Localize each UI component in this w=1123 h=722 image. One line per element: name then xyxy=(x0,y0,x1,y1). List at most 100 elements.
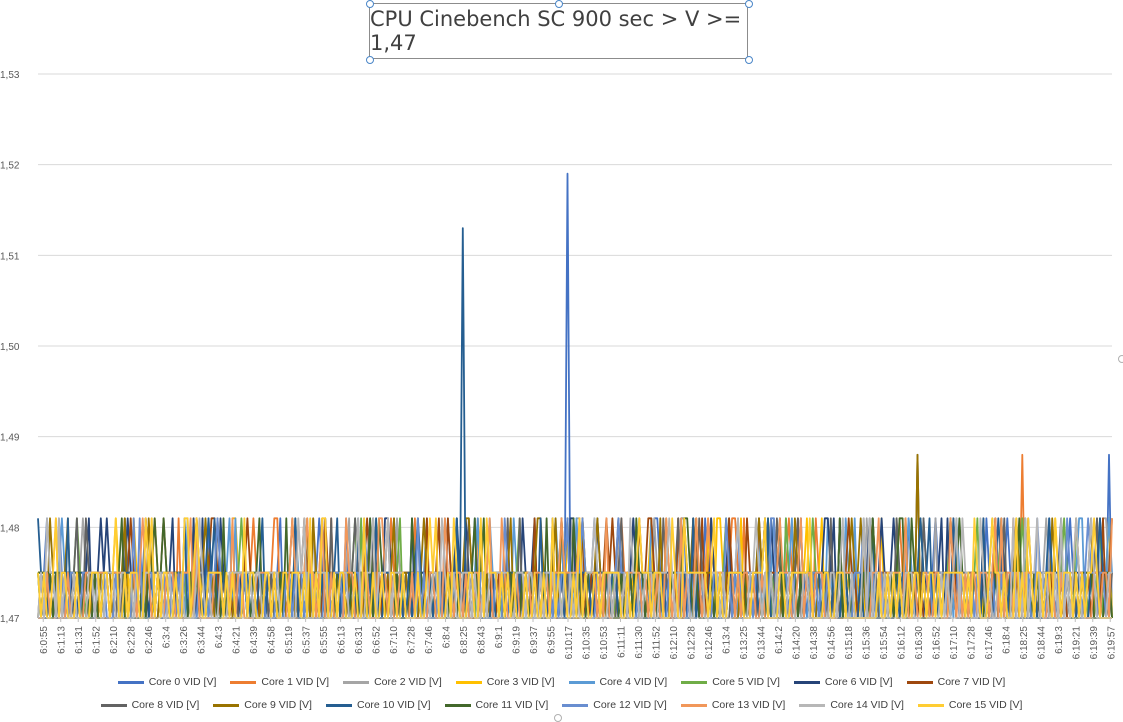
legend-item[interactable]: Core 10 VID [V] xyxy=(325,699,431,711)
y-axis-ticks: 1,47 1,48 1,49 1,50 1,51 1,52 1,53 xyxy=(0,70,20,625)
x-tick-label: 6:7:28 xyxy=(407,626,418,654)
legend-item[interactable]: Core 14 VID [V] xyxy=(799,699,904,711)
legend-swatch xyxy=(680,703,707,707)
x-tick-label: 6:16:30 xyxy=(914,626,925,660)
legend-swatch xyxy=(568,680,595,684)
x-tick-label: 6:10:35 xyxy=(581,626,592,660)
legend-item[interactable]: Core 7 VID [V] xyxy=(906,676,1006,688)
series-lines xyxy=(37,172,1113,619)
legend-item[interactable]: Core 12 VID [V] xyxy=(562,699,667,711)
x-tick-label: 6:4:3 xyxy=(214,626,225,649)
y-tick-label: 1,47 xyxy=(0,614,20,625)
legend-item[interactable]: Core 1 VID [V] xyxy=(230,676,329,688)
legend-swatch xyxy=(325,703,352,707)
series-line-core-15 xyxy=(37,517,1112,619)
legend-swatch xyxy=(343,680,370,684)
legend-row-1: Core 0 VID [V] Core 1 VID [V] Core 2 VID [… xyxy=(0,676,1123,688)
legend-label: Core 11 VID [V] xyxy=(475,699,549,711)
legend-label: Core 1 VID [V] xyxy=(261,676,330,688)
x-tick-label: 6:19:57 xyxy=(1106,626,1117,660)
x-tick-label: 6:4:58 xyxy=(267,626,278,654)
x-tick-label: 6:0:55 xyxy=(39,626,50,654)
x-tick-label: 6:5:55 xyxy=(319,626,330,654)
legend-row-2: Core 8 VID [V] Core 9 VID [V] Core 10 VID … xyxy=(0,699,1123,711)
y-tick-label: 1,52 xyxy=(0,161,20,172)
legend-swatch xyxy=(799,703,826,707)
x-tick-label: 6:2:46 xyxy=(144,626,155,654)
x-tick-label: 6:3:44 xyxy=(197,626,208,654)
legend-swatch xyxy=(906,680,933,684)
legend-swatch xyxy=(793,680,820,684)
x-tick-label: 6:10:53 xyxy=(599,626,610,660)
x-tick-label: 6:10:17 xyxy=(564,626,575,660)
legend-item[interactable]: Core 3 VID [V] xyxy=(455,676,555,688)
x-tick-label: 6:13:25 xyxy=(739,626,750,660)
x-tick-label: 6:9:37 xyxy=(529,626,540,654)
x-tick-label: 6:17:10 xyxy=(949,626,960,660)
x-tick-label: 6:4:39 xyxy=(249,626,260,654)
legend-label: Core 3 VID [V] xyxy=(486,676,555,688)
legend-label: Core 12 VID [V] xyxy=(593,699,667,711)
legend-label: Core 4 VID [V] xyxy=(599,676,668,688)
x-tick-label: 6:8:43 xyxy=(477,626,488,654)
x-tick-label: 6:17:46 xyxy=(984,626,995,660)
legend-item[interactable]: Core 4 VID [V] xyxy=(568,676,668,688)
chart-resize-handle-right[interactable] xyxy=(1118,355,1123,363)
legend-item[interactable]: Core 13 VID [V] xyxy=(680,699,785,711)
legend-item[interactable]: Core 2 VID [V] xyxy=(343,676,442,688)
legend-item[interactable]: Core 9 VID [V] xyxy=(213,699,312,711)
legend-item[interactable]: Core 6 VID [V] xyxy=(793,676,893,688)
x-tick-label: 6:18:44 xyxy=(1036,626,1047,660)
legend-item[interactable]: Core 0 VID [V] xyxy=(117,676,216,688)
x-tick-label: 6:15:36 xyxy=(861,626,872,660)
x-tick-label: 6:19:39 xyxy=(1089,626,1100,660)
resize-handle-bottom-right[interactable] xyxy=(745,56,753,64)
x-tick-label: 6:6:13 xyxy=(337,626,348,654)
y-tick-label: 1,48 xyxy=(0,523,20,534)
x-tick-label: 6:11:30 xyxy=(634,626,645,659)
legend-label: Core 8 VID [V] xyxy=(131,699,200,711)
x-tick-label: 6:18:25 xyxy=(1019,626,1030,660)
legend-item[interactable]: Core 8 VID [V] xyxy=(100,699,200,711)
legend-label: Core 10 VID [V] xyxy=(356,699,431,711)
legend-label: Core 7 VID [V] xyxy=(937,676,1006,688)
legend-label: Core 5 VID [V] xyxy=(712,676,780,688)
legend-item[interactable]: Core 5 VID [V] xyxy=(681,676,780,688)
legend-swatch xyxy=(117,680,144,684)
x-tick-label: 6:9:19 xyxy=(512,626,523,654)
x-tick-label: 6:14:38 xyxy=(809,626,820,660)
resize-handle-top-right[interactable] xyxy=(745,0,753,8)
x-tick-label: 6:19:21 xyxy=(1071,626,1082,660)
chart-title-box[interactable]: CPU Cinebench SC 900 sec > V >= 1,47 xyxy=(369,3,748,59)
x-axis-ticks: 6:0:55 6:1:13 6:1:31 6:1:52 6:2:10 6:2:28 6:2:… xyxy=(39,618,1117,659)
x-tick-label: 6:12:28 xyxy=(686,626,697,660)
legend-item[interactable]: Core 15 VID [V] xyxy=(917,699,1023,711)
x-tick-label: 6:15:18 xyxy=(844,626,855,660)
x-tick-label: 6:7:46 xyxy=(424,626,435,654)
x-tick-label: 6:16:52 xyxy=(931,626,942,660)
x-tick-label: 6:14:56 xyxy=(826,626,837,660)
x-tick-label: 6:9:1 xyxy=(494,626,505,649)
legend-swatch xyxy=(213,703,240,707)
x-tick-label: 6:13:4 xyxy=(721,626,732,654)
x-tick-label: 6:13:44 xyxy=(756,626,767,660)
x-tick-label: 6:2:10 xyxy=(109,626,120,654)
legend-item[interactable]: Core 11 VID [V] xyxy=(444,699,549,711)
x-tick-label: 6:17:28 xyxy=(966,626,977,660)
resize-handle-top-left[interactable] xyxy=(366,0,374,8)
legend-swatch xyxy=(230,680,257,684)
resize-handle-top[interactable] xyxy=(555,0,563,8)
legend-swatch xyxy=(917,703,944,707)
x-tick-label: 6:5:37 xyxy=(302,626,313,654)
legend-label: Core 6 VID [V] xyxy=(824,676,893,688)
legend-swatch xyxy=(681,680,708,684)
resize-handle-bottom-left[interactable] xyxy=(366,56,374,64)
x-tick-label: 6:4:21 xyxy=(232,626,243,654)
legend-label: Core 15 VID [V] xyxy=(948,699,1023,711)
y-tick-label: 1,50 xyxy=(0,342,20,353)
legend-swatch xyxy=(562,703,589,707)
legend-swatch xyxy=(455,680,482,684)
x-tick-label: 6:11:11 xyxy=(616,626,627,658)
x-tick-label: 6:6:31 xyxy=(354,626,365,654)
